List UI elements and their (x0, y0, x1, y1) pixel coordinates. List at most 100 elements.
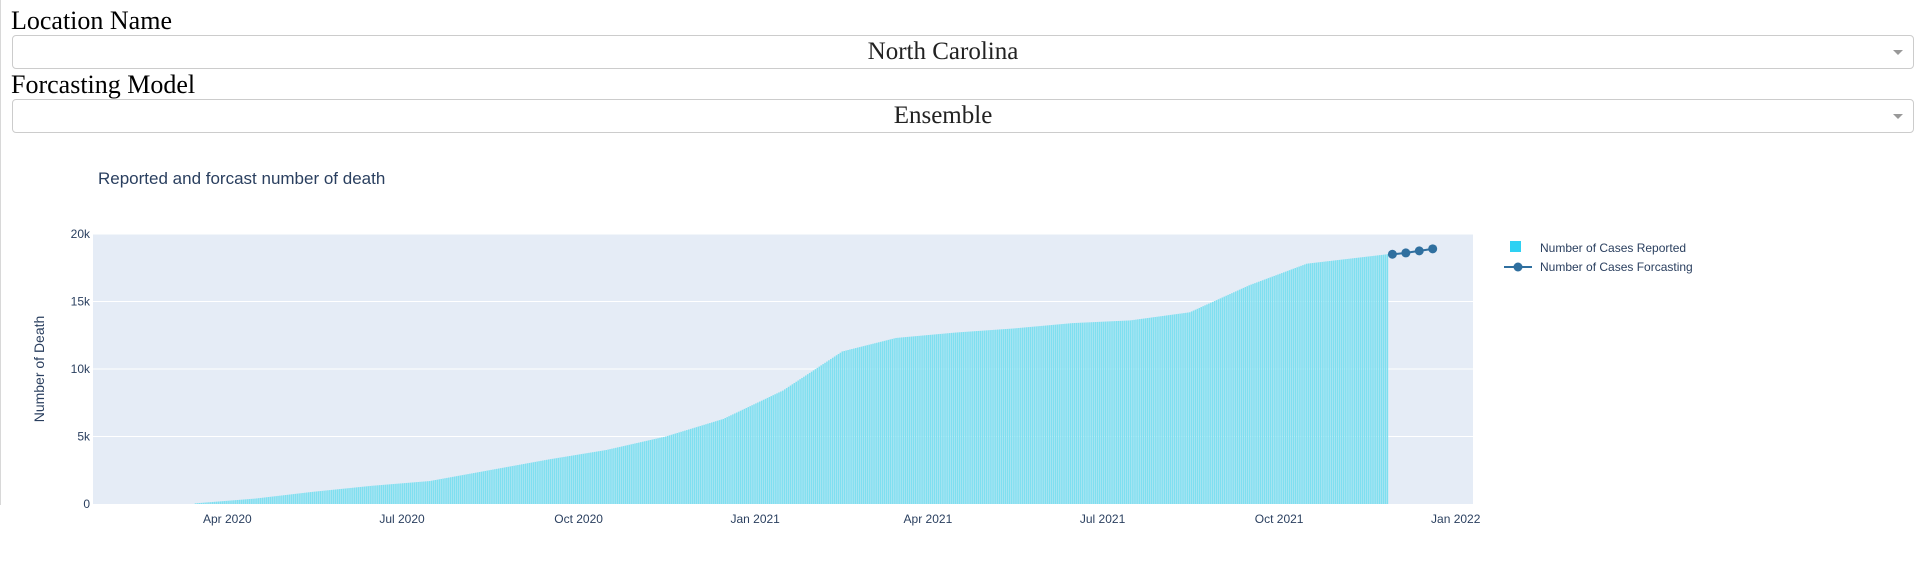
reported-bar (1194, 309, 1197, 504)
reported-bar (830, 359, 832, 504)
reported-bar (989, 330, 991, 504)
reported-bar (286, 494, 289, 504)
reported-bar (622, 446, 625, 504)
reported-bar (586, 453, 588, 504)
y-axis-title: Number of Death (31, 316, 47, 423)
reported-bar (321, 490, 323, 504)
forecast-line (1392, 247, 1433, 256)
reported-bar (724, 418, 726, 504)
reported-bar (979, 330, 982, 504)
reported-bar (501, 467, 504, 504)
reported-bar (601, 450, 604, 504)
reported-bar (676, 432, 679, 504)
reported-bar (651, 439, 654, 504)
reported-bar (580, 454, 583, 504)
reported-bar (983, 330, 986, 504)
location-label: Location Name (11, 6, 172, 35)
reported-bar (1190, 311, 1193, 504)
reported-bar (288, 494, 291, 504)
reported-bar (757, 402, 759, 504)
reported-bar (891, 338, 893, 504)
reported-bar (298, 493, 300, 504)
reported-bar (714, 421, 717, 504)
y-tick-label: 0 (83, 497, 90, 511)
reported-bar (486, 470, 488, 504)
reported-bar (467, 474, 469, 504)
reported-bar (592, 452, 594, 504)
reported-bar (620, 446, 623, 504)
reported-bar (336, 489, 339, 504)
reported-bar (691, 428, 694, 504)
reported-bar (469, 473, 471, 504)
reported-bar (522, 463, 525, 504)
reported-bar (841, 351, 844, 504)
reported-bar (1302, 265, 1304, 504)
reported-bar (876, 342, 878, 504)
reported-bar (885, 340, 888, 504)
reported-bar (588, 452, 590, 504)
reported-bar (927, 334, 930, 504)
reported-bar (1286, 270, 1289, 504)
reported-bar (263, 497, 266, 504)
reported-bar (862, 346, 865, 504)
reported-bar (1102, 321, 1105, 504)
reported-bar (791, 384, 794, 504)
reported-bar (221, 501, 224, 504)
reported-bar (432, 480, 435, 504)
reported-bar (302, 492, 304, 504)
reported-bar (1273, 275, 1275, 504)
reported-bar (1060, 324, 1062, 504)
reported-bar (409, 482, 412, 505)
reported-bar (1355, 257, 1358, 504)
reported-bar (1110, 321, 1112, 504)
reported-bar (962, 332, 964, 504)
reported-bar (413, 482, 416, 504)
reported-bar (968, 331, 970, 504)
reported-bar (1179, 313, 1181, 504)
reported-bar (1294, 268, 1297, 504)
reported-bar (1258, 281, 1260, 504)
reported-bar (1123, 320, 1126, 504)
reported-bar (440, 478, 442, 504)
reported-bar (958, 332, 961, 504)
reported-bar (259, 497, 262, 504)
reported-bar (219, 501, 222, 504)
reported-bar (1378, 255, 1381, 504)
reported-bar (1332, 260, 1335, 504)
reported-bar (507, 466, 510, 504)
model-dropdown[interactable]: Ensemble (12, 99, 1914, 133)
reported-bar (1244, 287, 1247, 504)
reported-bar (319, 491, 322, 504)
reported-bar (808, 372, 811, 504)
reported-bar (1284, 271, 1287, 504)
reported-bar (517, 465, 519, 504)
reported-bar (436, 479, 439, 504)
reported-bar (1092, 322, 1095, 504)
reported-bar (465, 474, 467, 504)
reported-bar (545, 459, 548, 504)
legend-label-forecast: Number of Cases Forcasting (1540, 260, 1693, 274)
reported-bar (1004, 329, 1007, 504)
reported-bar (1033, 326, 1036, 504)
reported-bar (484, 470, 487, 504)
reported-bar (810, 371, 813, 504)
reported-bar (1175, 314, 1178, 504)
reported-bar (1142, 318, 1145, 504)
reported-bar (766, 397, 769, 504)
reported-bar (1227, 294, 1229, 504)
reported-bar (405, 482, 408, 504)
reported-bar (1338, 259, 1341, 504)
reported-bar (997, 329, 999, 504)
reported-bar (1321, 261, 1323, 504)
reported-bar (1081, 322, 1083, 504)
reported-bar (670, 434, 673, 504)
reported-bar (793, 383, 796, 504)
location-dropdown[interactable]: North Carolina (12, 35, 1914, 69)
reported-bar (428, 481, 431, 504)
reported-bar (1211, 301, 1214, 504)
reported-bar (1352, 258, 1354, 504)
reported-bar (1259, 280, 1262, 504)
reported-bar (446, 477, 448, 504)
reported-bar (741, 409, 744, 504)
reported-bar (1165, 315, 1168, 504)
